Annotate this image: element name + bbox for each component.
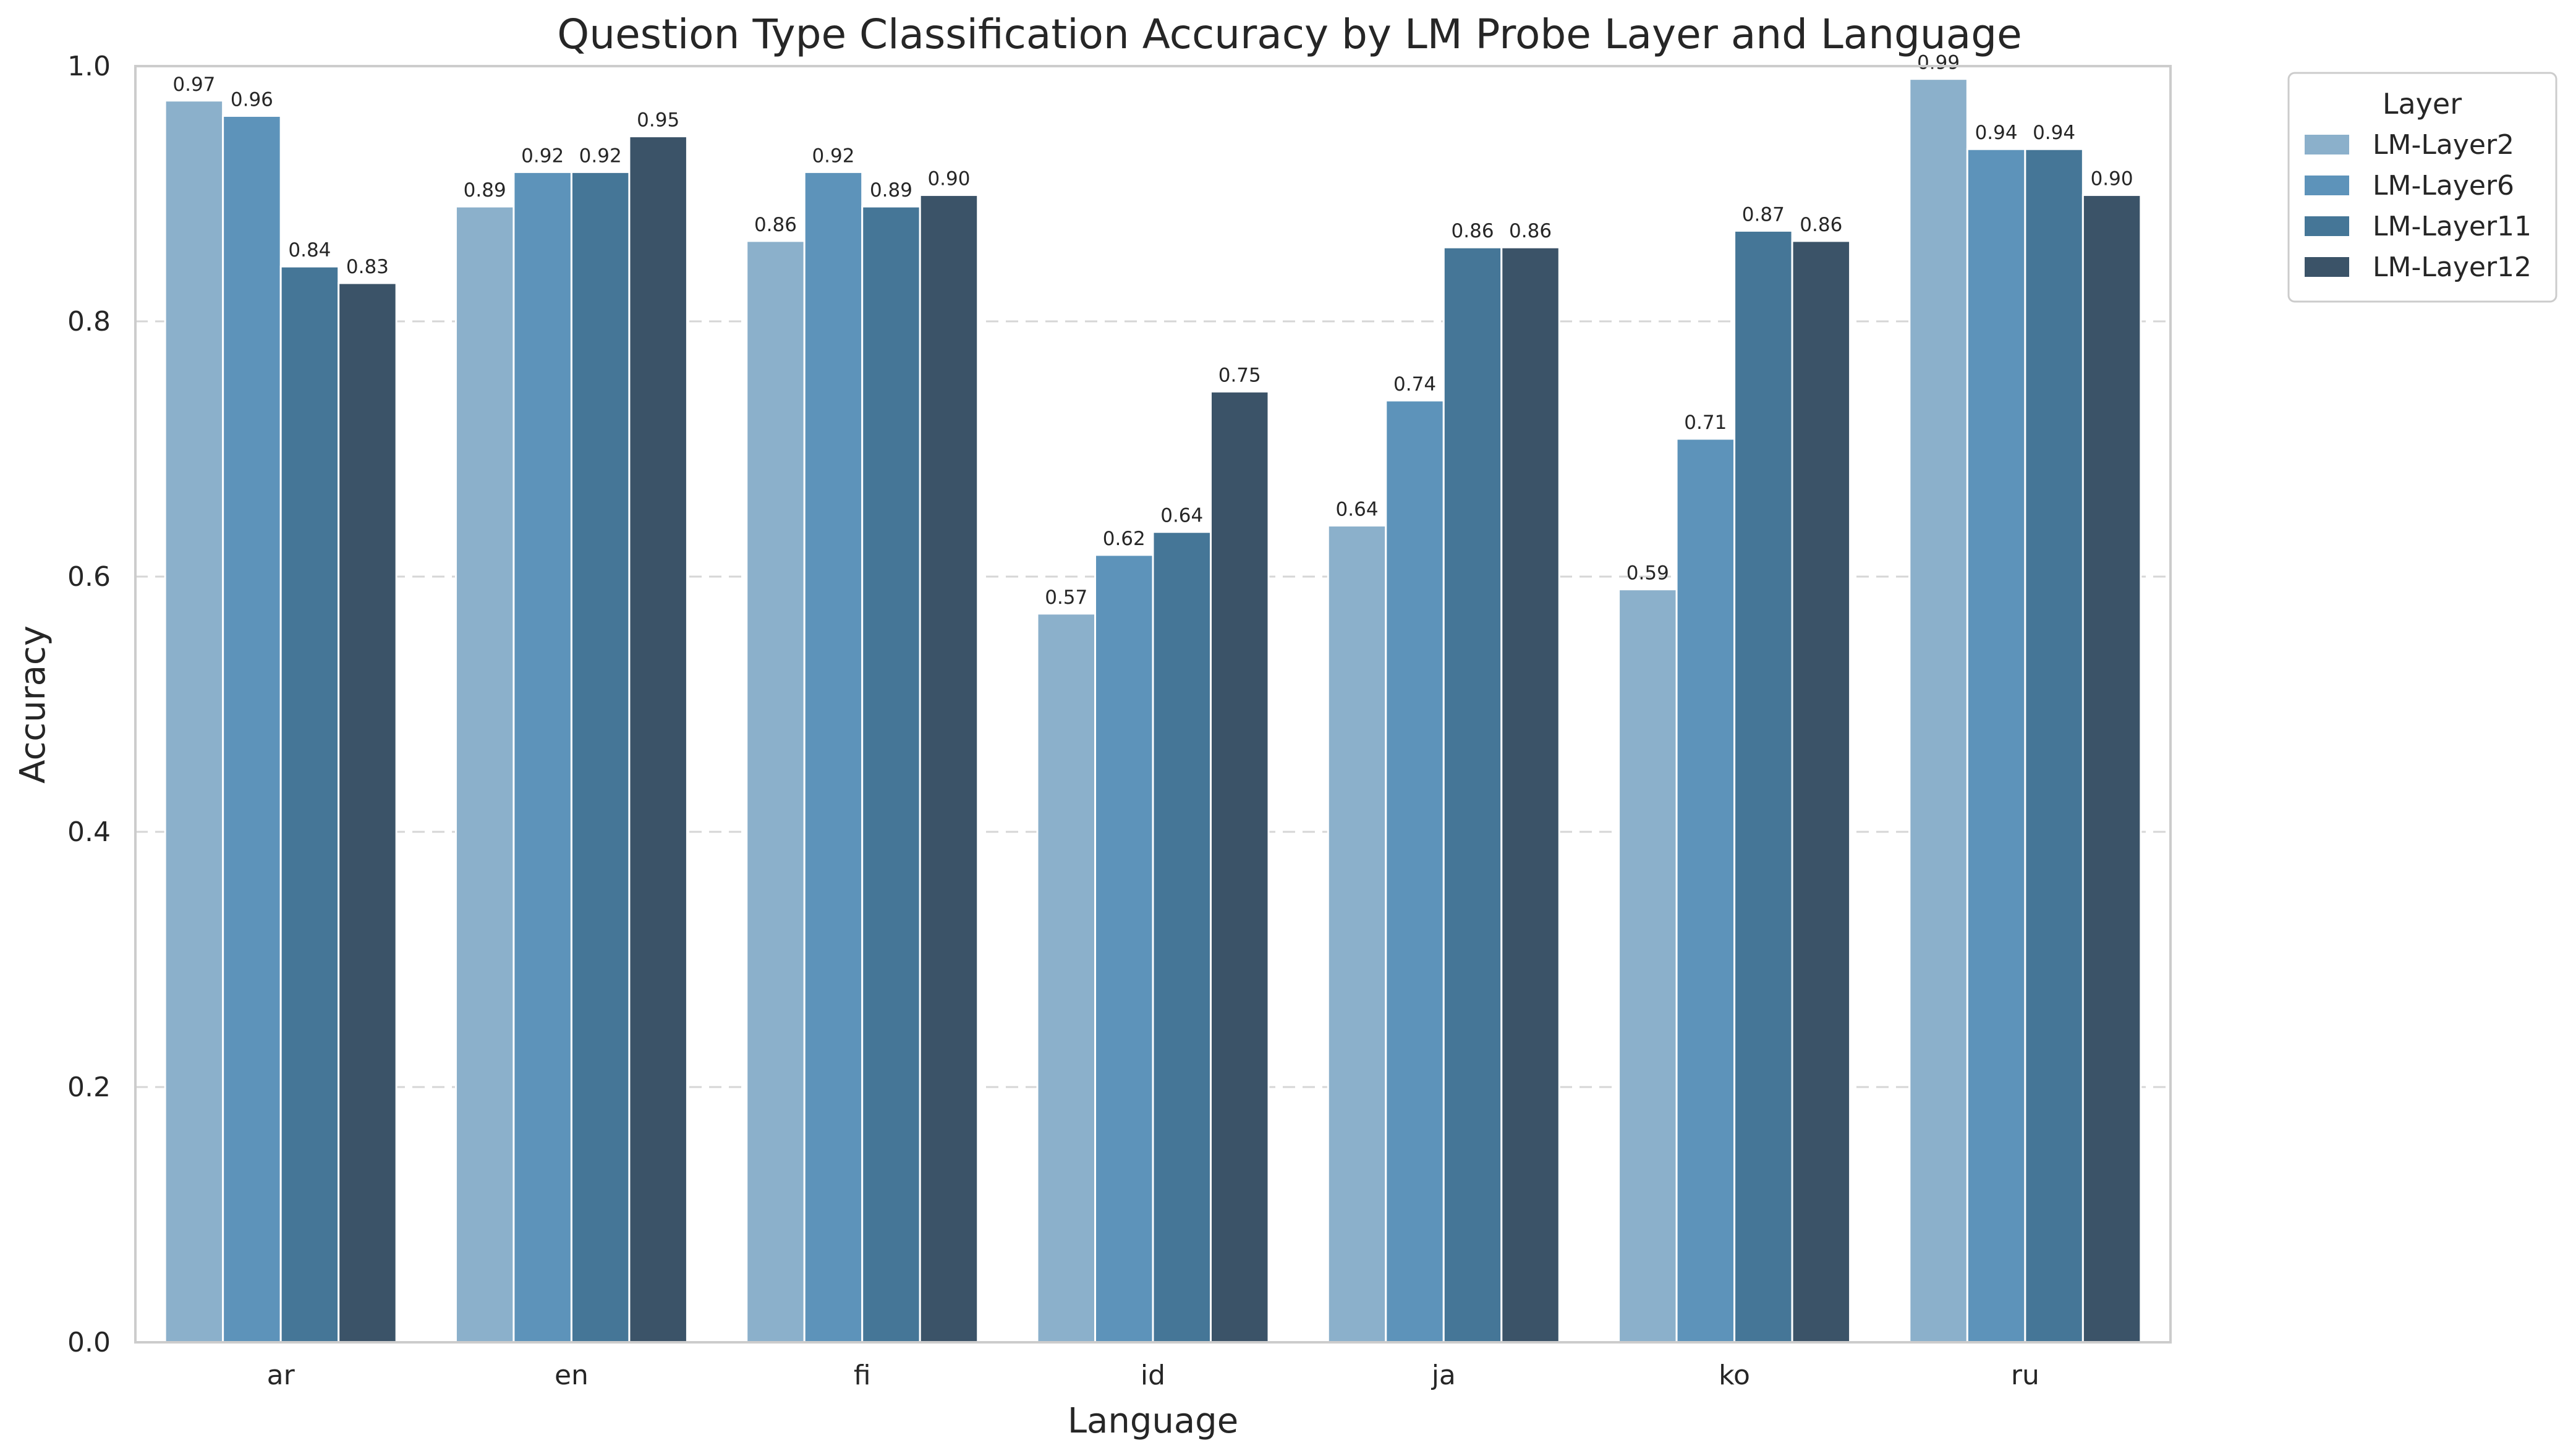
bar (1966, 148, 2026, 1344)
bar-value-label: 0.87 (1742, 203, 1785, 226)
data-labels: 0.97 0.96 0.84 0.83 0.89 0.92 0.92 0.95 0.86 0.92… (172, 52, 2133, 609)
bar-value-label: 0.92 (812, 145, 854, 167)
bar (803, 171, 864, 1344)
bar-value-label: 0.86 (1800, 214, 1842, 236)
x-tick-label: ru (2011, 1360, 2039, 1391)
bar-value-label: 0.92 (521, 145, 564, 167)
plot-area-frame (134, 65, 2172, 1344)
x-tick-label: ko (1719, 1360, 1750, 1391)
y-axis-ticks: 0.0 0.2 0.4 0.6 0.8 1.0 (67, 51, 111, 1358)
bar (1152, 531, 1212, 1344)
bar-value-label: 0.89 (870, 179, 912, 201)
bar (1094, 554, 1154, 1344)
bar (164, 99, 224, 1344)
bar (1036, 612, 1096, 1344)
bar (279, 265, 340, 1344)
bar-value-label: 0.74 (1393, 373, 1436, 396)
legend-swatch (2303, 174, 2350, 197)
bar-value-label: 0.64 (1160, 505, 1203, 527)
bar (1327, 524, 1387, 1344)
bar (512, 171, 572, 1344)
y-tick-label: 0.0 (67, 1327, 111, 1358)
bar (1442, 246, 1503, 1344)
bar (222, 115, 282, 1344)
bar (1618, 588, 1678, 1344)
chart-title: Question Type Classification Accuracy by… (557, 11, 2022, 58)
bar-value-label: 0.86 (754, 214, 797, 236)
bar-value-label: 0.89 (464, 179, 506, 201)
bar-value-label: 0.62 (1103, 528, 1146, 550)
bars (164, 78, 2142, 1344)
bar (570, 171, 631, 1344)
bar (454, 205, 515, 1344)
bar (1210, 391, 1270, 1344)
y-tick-label: 0.4 (67, 816, 111, 848)
bar (919, 194, 979, 1344)
bar (338, 282, 398, 1344)
legend-item-label: LM-Layer2 (2373, 129, 2514, 161)
bar-value-label: 0.90 (927, 168, 970, 190)
y-tick-label: 0.2 (67, 1072, 111, 1103)
bar (1733, 229, 1793, 1344)
bar-value-label: 0.86 (1509, 220, 1552, 242)
legend-item-label: LM-Layer12 (2373, 252, 2532, 283)
bar (746, 240, 806, 1344)
legend-swatch (2303, 133, 2350, 156)
bar-value-label: 0.75 (1218, 365, 1261, 387)
legend-swatch (2303, 215, 2350, 237)
y-tick-label: 0.8 (67, 306, 111, 337)
bar-value-label: 0.83 (346, 256, 389, 278)
bar-value-label: 0.94 (1975, 122, 2018, 144)
bar (1791, 240, 1852, 1344)
x-tick-label: ar (267, 1360, 295, 1391)
bar-value-label: 0.57 (1045, 586, 1087, 609)
bar-value-label: 0.59 (1626, 562, 1669, 585)
legend-item-label: LM-Layer11 (2373, 211, 2532, 242)
y-tick-label: 0.6 (67, 561, 111, 593)
bar-value-label: 0.71 (1684, 412, 1727, 434)
bar-value-label: 0.99 (1917, 52, 1960, 74)
bar-value-label: 0.90 (2091, 168, 2133, 190)
bar-value-label: 0.92 (579, 145, 622, 167)
legend-title: Layer (2383, 87, 2462, 121)
legend-item-label: LM-Layer6 (2373, 170, 2514, 201)
bar (1675, 438, 1736, 1344)
legend-frame (2287, 72, 2557, 303)
y-axis-label: Accuracy (13, 625, 53, 784)
bar-value-label: 0.64 (1336, 498, 1379, 520)
bar-value-label: 0.84 (288, 239, 331, 261)
bar (1908, 78, 1968, 1344)
bar (2024, 148, 2084, 1344)
x-axis-ticks: ar en fi id ja ko ru (267, 1360, 2039, 1391)
x-axis-label: Language (1068, 1401, 1238, 1441)
x-tick-label: fi (854, 1360, 871, 1391)
bar-value-label: 0.95 (637, 109, 679, 132)
bar (1385, 399, 1445, 1344)
x-tick-label: en (555, 1360, 589, 1391)
bar-value-label: 0.94 (2033, 122, 2075, 144)
bar (1500, 246, 1560, 1344)
bar (628, 135, 688, 1344)
legend: Layer LM-Layer2 LM-Layer6 LM-Layer11 LM-Lay… (2287, 72, 2557, 303)
x-tick-label: id (1141, 1360, 1165, 1391)
bar (2081, 194, 2142, 1344)
bar-value-label: 0.96 (231, 89, 273, 111)
bar-value-label: 0.86 (1452, 220, 1494, 242)
x-tick-label: ja (1431, 1360, 1456, 1391)
y-tick-label: 1.0 (67, 51, 111, 82)
bar-value-label: 0.97 (172, 74, 215, 96)
bar (861, 205, 921, 1344)
legend-swatch (2303, 256, 2350, 278)
